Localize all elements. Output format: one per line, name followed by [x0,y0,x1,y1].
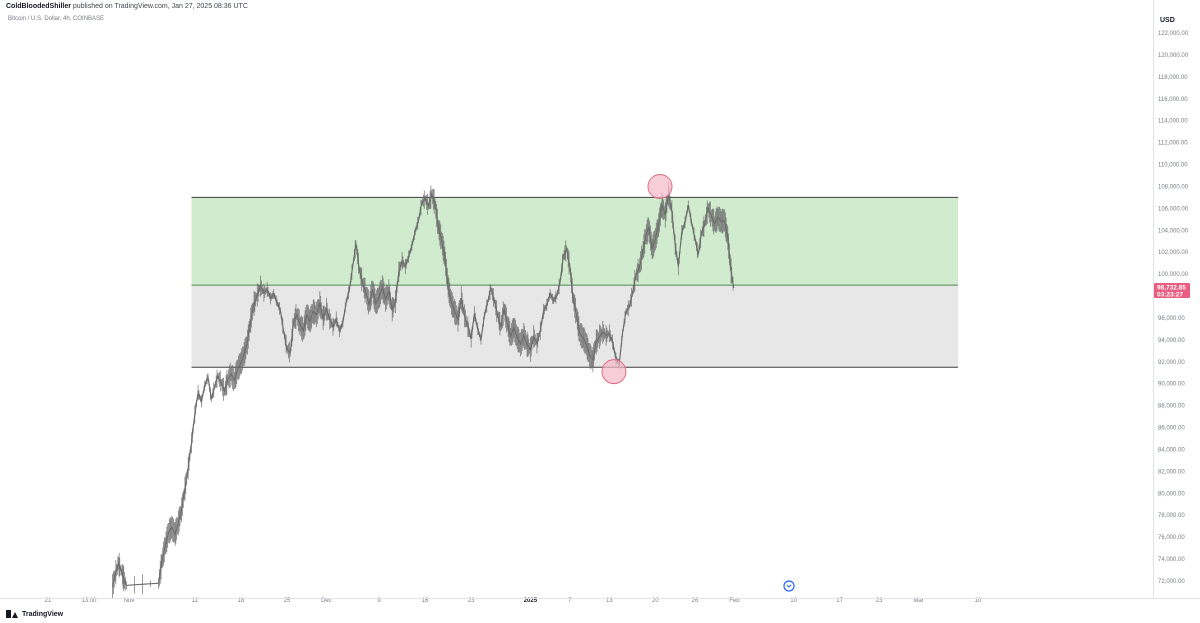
publication-header: ColdBloodedShiller published on TradingV… [6,3,248,10]
price-tick-label: 96,000.00 [1158,316,1185,322]
price-tick-label: 76,000.00 [1158,535,1185,541]
author-name[interactable]: ColdBloodedShiller [6,3,71,10]
top-marker [647,173,673,199]
price-tick-label: 90,000.00 [1158,382,1185,388]
price-tick-label: 118,000.00 [1158,75,1188,81]
price-tick-label: 94,000.00 [1158,338,1185,344]
last-price-value: 98,732.85 [1157,285,1186,292]
publication-info: published on TradingView.com, Jan 27, 20… [72,3,248,10]
last-price-countdown: 03:23:27 [1157,292,1183,299]
replay-icon [783,580,795,592]
price-series-line [111,192,735,587]
time-tick-label: Mar [913,598,923,604]
price-tick-label: 102,000.00 [1158,250,1189,256]
time-tick-label: 18 [238,598,245,604]
price-tick-label: 104,000.00 [1158,228,1189,234]
price-tick-label: 72,000.00 [1158,579,1185,585]
price-axis-divider [1153,0,1154,598]
currency-label: USD [1160,17,1175,24]
plot-area [111,173,958,598]
time-tick-label: Nov [124,598,135,604]
time-tick-label: 17 [836,598,843,604]
symbol-title: Bitcoin / U.S. Dollar, 4h, COINBASE [8,16,105,22]
time-tick-label: 21 [45,598,52,604]
time-tick-label: 20 [652,598,659,604]
bottom-marker [601,359,627,385]
time-tick-label: 16 [422,598,429,604]
price-tick-label: 108,000.00 [1158,184,1189,190]
footer: TradingView [0,606,63,622]
time-tick-label: 10 [974,598,981,604]
time-tick-label: Dec [321,598,332,604]
time-tick-label: 25 [284,598,291,604]
time-tick-label: 13:00 [81,598,97,604]
last-price-badge [1154,283,1190,299]
price-tick-label: 82,000.00 [1158,469,1185,475]
time-tick-label: 23 [876,598,883,604]
time-tick-label: 9 [377,598,381,604]
price-tick-label: 114,000.00 [1158,119,1188,125]
price-tick-label: 120,000.00 [1158,53,1189,59]
time-tick-label: 13 [606,598,613,604]
brand-name[interactable]: TradingView [22,610,64,618]
time-axis-divider [0,598,1200,599]
time-tick-label: 10 [790,598,797,604]
time-tick-label: 2025 [524,598,538,604]
price-tick-label: 74,000.00 [1158,557,1185,563]
time-tick-label: 7 [568,598,572,604]
price-tick-label: 116,000.00 [1158,97,1188,103]
price-tick-label: 122,000.00 [1158,31,1189,37]
price-tick-label: 110,000.00 [1158,163,1188,169]
price-tick-label: 84,000.00 [1158,447,1185,453]
time-tick-label: 23 [468,598,475,604]
price-tick-label: 86,000.00 [1158,426,1185,432]
price-tick-label: 92,000.00 [1158,360,1185,366]
tradingview-logo-icon[interactable] [6,610,18,618]
price-tick-label: 78,000.00 [1158,513,1185,519]
price-tick-label: 80,000.00 [1158,491,1185,497]
price-tick-label: 112,000.00 [1158,141,1188,147]
price-tick-label: 106,000.00 [1158,206,1189,212]
price-tick-label: 100,000.00 [1158,272,1189,278]
time-tick-label: 26 [692,598,699,604]
replay-arrow-icon [786,584,792,588]
time-tick-label: Feb [729,598,740,604]
price-tick-label: 88,000.00 [1158,404,1185,410]
upper-box [191,197,958,286]
time-tick-label: 11 [192,598,199,604]
